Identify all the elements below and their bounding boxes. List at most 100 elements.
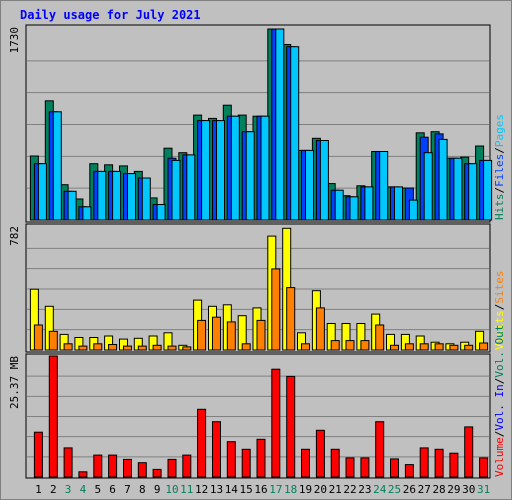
bar-volume-day-8 — [137, 462, 147, 478]
bar-volume-day-5 — [93, 454, 103, 478]
legend-hits: Hits — [493, 194, 506, 221]
x-tick-label: 16 — [254, 483, 267, 496]
legend-separator: / — [493, 378, 506, 385]
bar-volume-day-6 — [108, 454, 118, 478]
bar-volume-day-28 — [434, 448, 444, 478]
bar-volume-day-27 — [419, 447, 429, 478]
bar-pages-day-18 — [290, 46, 300, 221]
x-tick-label: 1 — [35, 483, 42, 496]
bar-pages-day-5 — [97, 170, 107, 221]
legend-visits: Visits — [493, 310, 506, 350]
bar-sites-day-5 — [93, 343, 103, 351]
bar-pages-day-29 — [453, 157, 463, 221]
bar-sites-day-22 — [345, 340, 355, 351]
x-tick-label: 10 — [165, 483, 178, 496]
bar-volume-day-25 — [390, 458, 399, 478]
bar-sites-day-15 — [241, 343, 251, 351]
legend-pages: Pages — [493, 114, 506, 147]
bar-volume-day-10 — [167, 458, 177, 478]
bar-pages-day-8 — [141, 177, 151, 221]
bar-pages-day-15 — [245, 131, 255, 221]
bar-sites-day-2 — [48, 330, 58, 351]
bar-sites-day-31 — [479, 342, 489, 351]
bar-volume-day-13 — [212, 421, 221, 478]
x-tick-label: 2 — [50, 483, 57, 496]
x-tick-label: 26 — [403, 483, 416, 496]
legend-vol-out: Vol. Out — [493, 325, 506, 378]
bar-volume-day-9 — [152, 468, 162, 478]
bar-pages-day-14 — [230, 115, 240, 221]
legend-separator: / — [493, 431, 506, 438]
x-tick-label: 31 — [477, 483, 490, 496]
bar-volume-day-30 — [464, 426, 474, 478]
bar-sites-day-19 — [301, 343, 310, 351]
bar-pages-day-27 — [423, 152, 433, 221]
bar-pages-day-2 — [52, 111, 62, 221]
x-tick-label: 6 — [109, 483, 116, 496]
bar-volume-day-12 — [197, 408, 207, 478]
x-tick-label: 3 — [65, 483, 72, 496]
bar-volume-day-24 — [375, 421, 385, 478]
bar-pages-day-20 — [319, 140, 329, 221]
x-tick-label: 12 — [195, 483, 208, 496]
bar-volume-day-29 — [449, 452, 459, 478]
bar-sites-day-23 — [360, 340, 370, 351]
bar-pages-day-1 — [37, 163, 47, 221]
bar-volume-day-31 — [479, 457, 489, 478]
bar-pages-day-30 — [468, 163, 478, 221]
bar-volume-day-7 — [123, 458, 132, 478]
series-sites — [33, 268, 489, 351]
bar-pages-day-3 — [67, 190, 77, 221]
x-tick-label: 8 — [139, 483, 146, 496]
legend-separator: / — [493, 187, 506, 194]
bar-sites-day-24 — [375, 324, 385, 351]
bar-pages-day-19 — [305, 149, 314, 221]
bar-pages-day-17 — [275, 28, 285, 221]
y-max-label: 25.37 MB — [8, 356, 21, 409]
bar-volume-day-22 — [345, 457, 355, 478]
bar-sites-day-9 — [152, 344, 162, 351]
bar-sites-day-4 — [78, 345, 88, 351]
bar-sites-day-14 — [226, 321, 236, 351]
bar-sites-day-18 — [286, 287, 296, 351]
legend: Visits/Sites — [493, 271, 506, 351]
bar-pages-day-21 — [334, 189, 344, 221]
x-tick-label: 15 — [240, 483, 253, 496]
bar-pages-day-9 — [156, 204, 166, 221]
bar-pages-day-4 — [82, 206, 92, 221]
bar-sites-day-13 — [212, 316, 221, 351]
legend-volume: Volume — [493, 437, 506, 477]
bar-pages-day-13 — [216, 120, 225, 221]
bar-volume-day-11 — [182, 454, 192, 478]
bar-sites-day-30 — [464, 344, 474, 351]
x-tick-label: 23 — [358, 483, 371, 496]
y-max-label: 1730 — [8, 27, 21, 54]
bar-pages-day-25 — [394, 186, 403, 221]
series-volume — [33, 355, 489, 478]
bar-sites-day-26 — [404, 343, 414, 351]
x-tick-label: 29 — [447, 483, 460, 496]
bar-sites-day-29 — [449, 344, 459, 351]
bar-volume-day-2 — [48, 355, 58, 478]
chart-title: Daily usage for July 2021 — [20, 8, 201, 22]
bar-pages-day-28 — [438, 138, 448, 221]
legend: Hits/Files/Pages — [493, 114, 506, 220]
bar-volume-day-15 — [241, 448, 251, 478]
bar-volume-day-16 — [256, 438, 266, 478]
bar-volume-day-21 — [330, 448, 340, 478]
bar-volume-day-19 — [301, 448, 310, 478]
bar-sites-day-12 — [197, 319, 207, 351]
x-tick-label: 30 — [462, 483, 475, 496]
x-tick-label: 19 — [299, 483, 312, 496]
bar-pages-day-22 — [349, 196, 359, 221]
bar-sites-day-8 — [137, 345, 147, 351]
bar-sites-day-20 — [315, 307, 325, 351]
bar-volume-day-20 — [315, 429, 325, 478]
bar-pages-day-26 — [408, 199, 418, 221]
x-tick-label: 22 — [343, 483, 356, 496]
bar-volume-day-1 — [33, 431, 43, 478]
x-tick-label: 25 — [388, 483, 401, 496]
panel-visits-sites: 782 Visits/Sites — [8, 223, 506, 353]
